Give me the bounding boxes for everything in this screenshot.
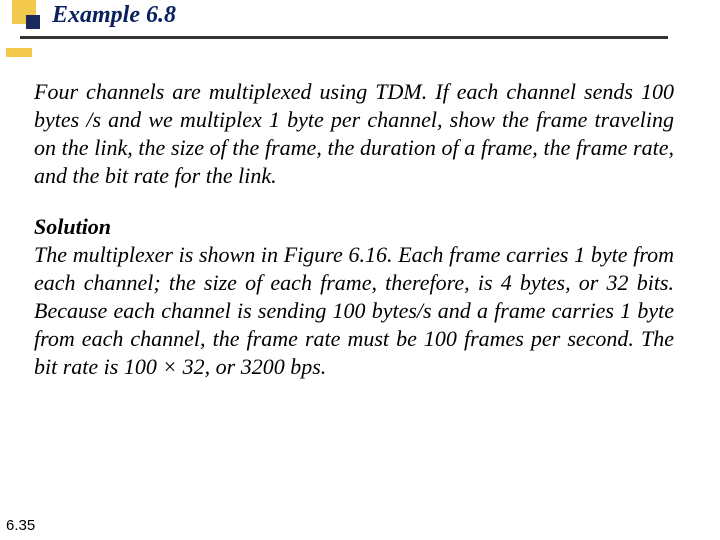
slide-content: Four channels are multiplexed using TDM.… <box>0 62 720 382</box>
solution-block: Solution The multiplexer is shown in Fig… <box>34 213 674 382</box>
title-underline <box>20 36 668 39</box>
decoration-blue-square <box>26 15 40 29</box>
problem-statement: Four channels are multiplexed using TDM.… <box>34 78 674 191</box>
solution-label: Solution <box>34 213 674 241</box>
slide-header: Example 6.8 <box>0 0 720 62</box>
slide-title: Example 6.8 <box>52 2 176 29</box>
decoration-yellow-rect <box>6 48 32 57</box>
solution-text: The multiplexer is shown in Figure 6.16.… <box>34 242 674 380</box>
page-number: 6.35 <box>6 517 35 534</box>
